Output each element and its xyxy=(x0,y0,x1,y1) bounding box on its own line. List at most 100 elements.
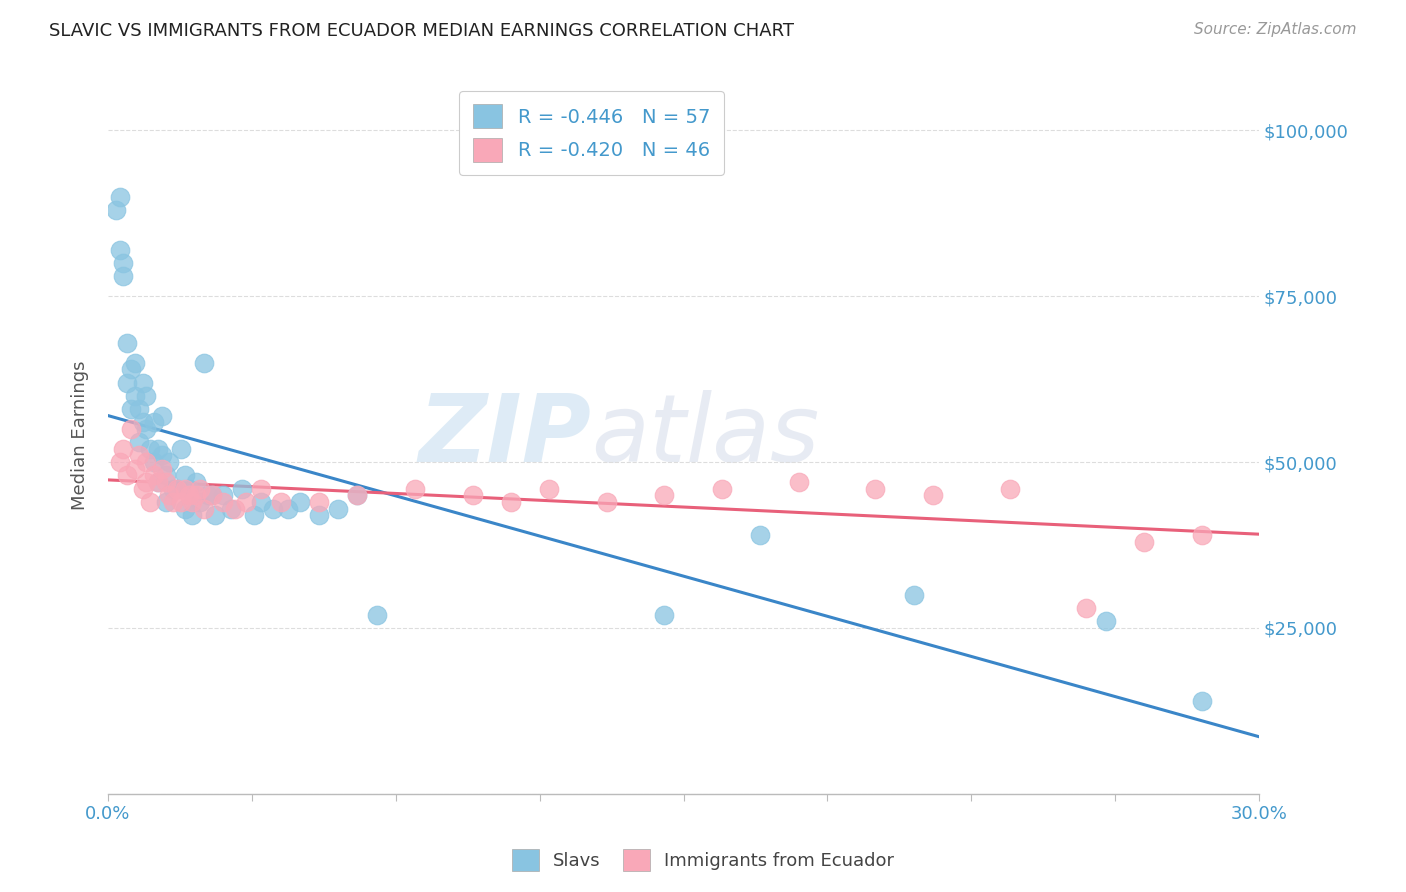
Point xyxy=(155,468,177,483)
Point xyxy=(1191,694,1213,708)
Point xyxy=(204,508,226,523)
Point xyxy=(188,482,211,496)
Point xyxy=(166,482,188,496)
Point xyxy=(115,376,138,390)
Point xyxy=(108,243,131,257)
Point xyxy=(654,488,676,502)
Point xyxy=(120,422,142,436)
Point xyxy=(288,495,311,509)
Point xyxy=(404,482,426,496)
Point xyxy=(108,455,131,469)
Point xyxy=(270,495,292,509)
Point xyxy=(131,482,153,496)
Point xyxy=(166,482,188,496)
Point xyxy=(903,588,925,602)
Point xyxy=(170,442,193,456)
Point xyxy=(186,475,208,489)
Point xyxy=(150,409,173,423)
Point xyxy=(1076,601,1098,615)
Point xyxy=(155,495,177,509)
Point xyxy=(346,488,368,502)
Point xyxy=(787,475,810,489)
Point xyxy=(250,482,273,496)
Point xyxy=(197,488,219,502)
Point xyxy=(128,402,150,417)
Point xyxy=(998,482,1021,496)
Point xyxy=(120,402,142,417)
Point xyxy=(181,495,204,509)
Point xyxy=(155,475,177,489)
Point xyxy=(135,389,157,403)
Point xyxy=(146,475,169,489)
Point xyxy=(277,501,299,516)
Point xyxy=(922,488,945,502)
Point xyxy=(124,389,146,403)
Point xyxy=(115,335,138,350)
Point xyxy=(200,488,222,502)
Text: SLAVIC VS IMMIGRANTS FROM ECUADOR MEDIAN EARNINGS CORRELATION CHART: SLAVIC VS IMMIGRANTS FROM ECUADOR MEDIAN… xyxy=(49,22,794,40)
Point xyxy=(143,468,166,483)
Point xyxy=(200,488,222,502)
Point xyxy=(235,495,257,509)
Legend: R = -0.446   N = 57, R = -0.420   N = 46: R = -0.446 N = 57, R = -0.420 N = 46 xyxy=(460,91,724,175)
Point xyxy=(139,442,162,456)
Point xyxy=(173,468,195,483)
Point xyxy=(120,362,142,376)
Point xyxy=(162,482,184,496)
Point xyxy=(112,256,135,270)
Point xyxy=(219,501,242,516)
Point xyxy=(308,508,330,523)
Point xyxy=(124,461,146,475)
Point xyxy=(128,435,150,450)
Point xyxy=(1133,534,1156,549)
Point xyxy=(710,482,733,496)
Point xyxy=(112,442,135,456)
Legend: Slavs, Immigrants from Ecuador: Slavs, Immigrants from Ecuador xyxy=(505,842,901,879)
Point xyxy=(499,495,522,509)
Point xyxy=(112,269,135,284)
Point xyxy=(146,442,169,456)
Point xyxy=(173,482,195,496)
Point xyxy=(186,488,208,502)
Point xyxy=(115,468,138,483)
Point xyxy=(346,488,368,502)
Point xyxy=(135,455,157,469)
Point xyxy=(177,488,200,502)
Point xyxy=(308,495,330,509)
Text: ZIP: ZIP xyxy=(419,390,592,482)
Point xyxy=(150,461,173,475)
Point xyxy=(461,488,484,502)
Text: atlas: atlas xyxy=(592,390,820,481)
Point xyxy=(243,508,266,523)
Point xyxy=(250,495,273,509)
Point xyxy=(150,449,173,463)
Point xyxy=(157,455,180,469)
Point xyxy=(865,482,887,496)
Point xyxy=(131,376,153,390)
Point xyxy=(538,482,561,496)
Point xyxy=(212,495,235,509)
Y-axis label: Median Earnings: Median Earnings xyxy=(72,360,89,510)
Point xyxy=(1191,528,1213,542)
Point xyxy=(157,488,180,502)
Point xyxy=(131,415,153,429)
Point xyxy=(193,356,215,370)
Point xyxy=(596,495,619,509)
Point xyxy=(139,495,162,509)
Point xyxy=(143,415,166,429)
Point xyxy=(173,501,195,516)
Point xyxy=(328,501,350,516)
Point xyxy=(262,501,284,516)
Text: Source: ZipAtlas.com: Source: ZipAtlas.com xyxy=(1194,22,1357,37)
Point xyxy=(135,422,157,436)
Point xyxy=(1094,614,1116,628)
Point xyxy=(108,190,131,204)
Point xyxy=(177,482,200,496)
Point xyxy=(170,495,193,509)
Point xyxy=(193,501,215,516)
Point xyxy=(143,455,166,469)
Point xyxy=(128,449,150,463)
Point xyxy=(231,482,253,496)
Point xyxy=(188,495,211,509)
Point xyxy=(146,475,169,489)
